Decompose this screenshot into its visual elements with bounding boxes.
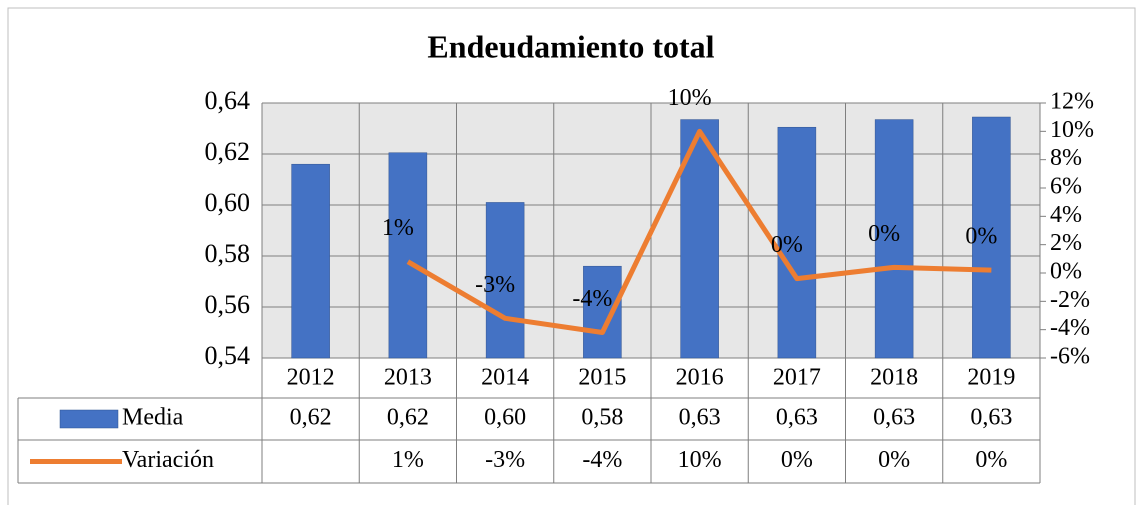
bar bbox=[972, 116, 1011, 359]
y2-tick-label: 0% bbox=[1050, 259, 1082, 285]
legend-label: Media bbox=[122, 405, 184, 431]
x-tick-label: 2019 bbox=[967, 365, 1015, 391]
table-cell: 0,58 bbox=[581, 405, 623, 431]
bar bbox=[485, 202, 525, 359]
legend-label: Variación bbox=[122, 447, 214, 473]
bar bbox=[777, 126, 817, 359]
table-cell: 0,63 bbox=[873, 405, 915, 431]
table-cell: 10% bbox=[678, 447, 722, 473]
y-tick-label: 0,58 bbox=[205, 239, 251, 268]
table-cell: -3% bbox=[485, 447, 525, 473]
y-tick-label: 0,56 bbox=[205, 290, 251, 319]
x-tick-label: 2018 bbox=[870, 365, 918, 391]
bar bbox=[388, 152, 428, 359]
x-tick-label: 2013 bbox=[384, 365, 432, 391]
y2-tick-label: -2% bbox=[1050, 287, 1090, 313]
x-tick-label: 2015 bbox=[578, 365, 626, 391]
table-cell: 0% bbox=[781, 447, 813, 473]
bar bbox=[583, 265, 622, 359]
y2-tick-label: -4% bbox=[1050, 315, 1090, 341]
data-label: 0% bbox=[771, 232, 803, 258]
table-cell: -4% bbox=[582, 447, 622, 473]
table-cell: 0,62 bbox=[387, 405, 429, 431]
x-tick-label: 2012 bbox=[287, 365, 335, 391]
y2-tick-label: 6% bbox=[1050, 174, 1082, 200]
chart-title: Endeudamiento total bbox=[427, 28, 714, 64]
bar bbox=[291, 163, 330, 359]
table-cell: 0% bbox=[878, 447, 910, 473]
table-cell: 0,60 bbox=[484, 405, 526, 431]
table-cell: 0,63 bbox=[970, 405, 1012, 431]
table-cell: 0% bbox=[975, 447, 1007, 473]
y-tick-label: 0,60 bbox=[205, 188, 251, 217]
y2-tick-label: 12% bbox=[1050, 89, 1094, 115]
y2-tick-label: 8% bbox=[1050, 145, 1082, 171]
data-label: 0% bbox=[868, 221, 900, 247]
table-cell: 1% bbox=[392, 447, 424, 473]
table-cell: 0,62 bbox=[290, 405, 332, 431]
y-tick-label: 0,54 bbox=[205, 341, 251, 370]
table-cell: 0,63 bbox=[679, 405, 721, 431]
y-tick-label: 0,62 bbox=[205, 137, 251, 166]
y2-tick-label: -6% bbox=[1050, 344, 1090, 370]
line bbox=[406, 128, 992, 335]
bar bbox=[874, 119, 914, 359]
data-label: 10% bbox=[668, 85, 712, 111]
data-label: 0% bbox=[965, 224, 997, 250]
y-tick-label: 0,64 bbox=[205, 86, 251, 115]
data-label: -4% bbox=[572, 286, 612, 312]
x-tick-label: 2017 bbox=[773, 365, 821, 391]
data-label: 1% bbox=[382, 215, 414, 241]
legend-swatch bbox=[59, 409, 119, 429]
data-label: -3% bbox=[475, 272, 515, 298]
x-tick-label: 2014 bbox=[481, 365, 529, 391]
y2-tick-label: 10% bbox=[1050, 117, 1094, 143]
y2-tick-label: 4% bbox=[1050, 202, 1082, 228]
x-tick-label: 2016 bbox=[676, 365, 724, 391]
table-cell: 0,63 bbox=[776, 405, 818, 431]
y2-tick-label: 2% bbox=[1050, 230, 1082, 256]
